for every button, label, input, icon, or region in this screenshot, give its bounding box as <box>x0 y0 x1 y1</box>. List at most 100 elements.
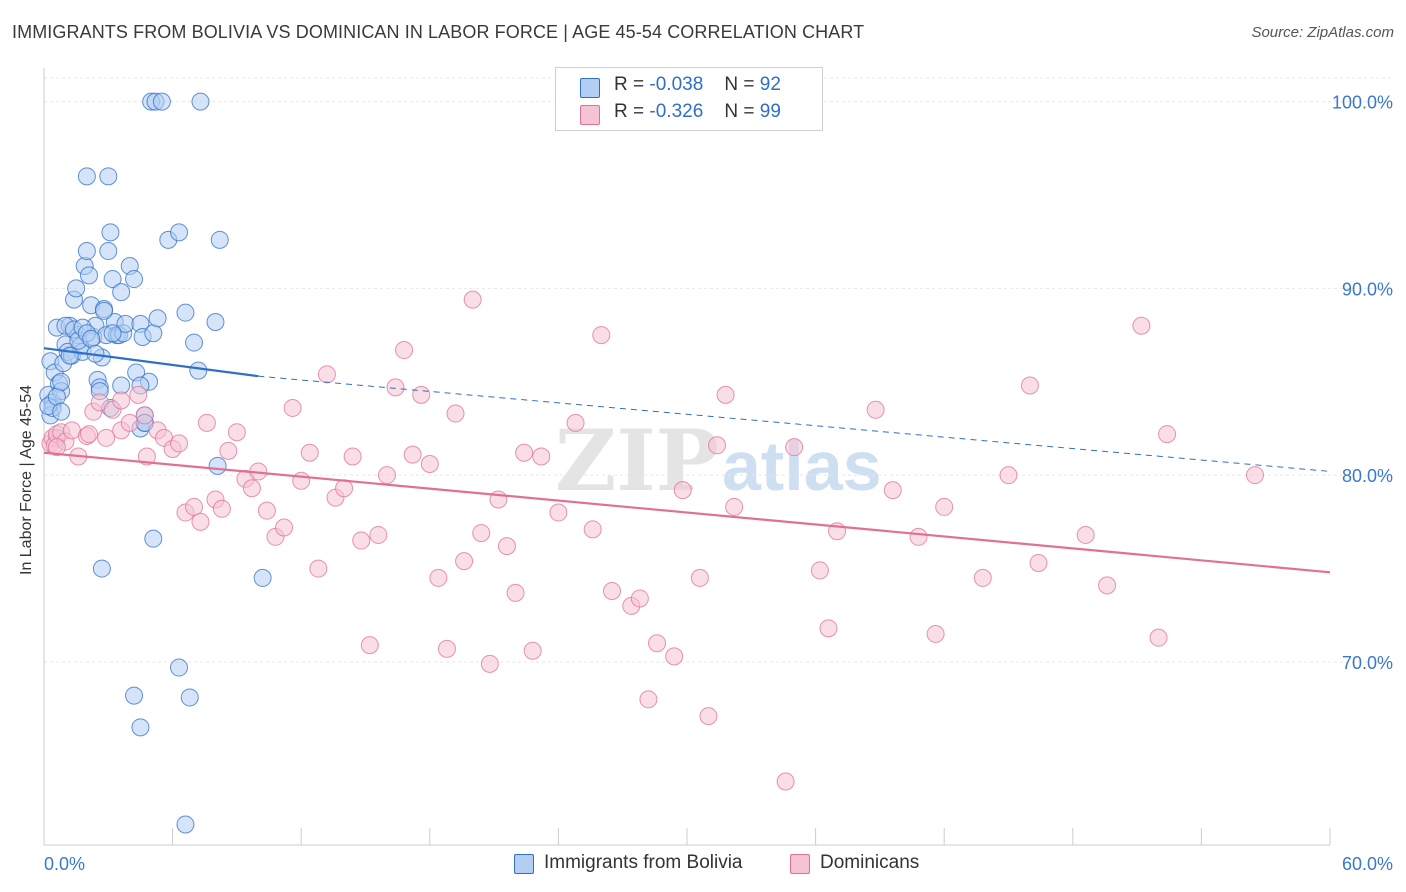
dominicans-point <box>343 447 362 466</box>
source-label: Source: ZipAtlas.com <box>1251 24 1394 41</box>
dominicans-point <box>602 581 621 600</box>
y-tick-label: 80.0% <box>1342 466 1393 486</box>
n-value-bolivia: 92 <box>759 74 781 95</box>
dominicans-point <box>242 479 261 498</box>
bolivia-point <box>125 270 144 289</box>
bolivia-point <box>52 372 71 391</box>
bolivia-point <box>103 324 122 343</box>
bolivia-trend-line-extension <box>258 375 1331 472</box>
dominicans-point <box>515 443 534 462</box>
dominicans-point <box>377 466 396 485</box>
bolivia-point <box>191 92 210 111</box>
bolivia-point <box>103 270 122 289</box>
dominicans-point <box>725 497 744 516</box>
bolivia-point <box>99 242 118 261</box>
r-label: R = <box>614 74 645 95</box>
dominicans-point <box>1020 376 1039 395</box>
bolivia-point <box>210 230 229 249</box>
y-tick-label: 70.0% <box>1342 653 1393 673</box>
dominicans-point <box>97 428 116 447</box>
x-tick-label-min: 0.0% <box>44 854 85 874</box>
bolivia-point <box>95 301 114 320</box>
legend-label-bolivia: Immigrants from Bolivia <box>544 852 743 873</box>
bolivia-point <box>170 658 189 677</box>
dominicans-point <box>1132 316 1151 335</box>
chart-title: IMMIGRANTS FROM BOLIVIA VS DOMINICAN IN … <box>12 22 865 42</box>
x-tick-label-max: 60.0% <box>1342 854 1393 874</box>
dominicans-point <box>866 400 885 419</box>
dominicans-point <box>497 537 516 556</box>
bolivia-point <box>148 309 167 328</box>
dominicans-point <box>292 471 311 490</box>
dominicans-point <box>420 454 439 473</box>
dominicans-point <box>690 568 709 587</box>
dominicans-point <box>80 425 99 444</box>
dominicans-point <box>170 434 189 453</box>
dominicans-point <box>673 481 692 500</box>
dominicans-point <box>566 413 585 432</box>
dominicans-point <box>819 619 838 638</box>
dominicans-point <box>317 365 336 384</box>
dominicans-point <box>776 772 795 791</box>
bolivia-point <box>92 559 111 578</box>
bolivia-point <box>99 167 118 186</box>
bolivia-point <box>101 223 120 242</box>
dominicans-point <box>630 589 649 608</box>
bolivia-legend-swatch <box>514 854 534 874</box>
dominicans-point <box>463 290 482 309</box>
dominicans-point <box>1245 466 1264 485</box>
dominicans-point <box>472 524 491 543</box>
bolivia-point <box>170 223 189 242</box>
dominicans-point <box>639 690 658 709</box>
dominicans-point <box>1149 628 1168 647</box>
dominicans-point <box>532 447 551 466</box>
dominicans-point <box>583 520 602 539</box>
dominicans-point <box>785 438 804 457</box>
dominicans-point <box>437 639 456 658</box>
dominicans-point <box>360 636 379 655</box>
dominicans-point <box>412 385 431 404</box>
r-value-bolivia: -0.038 <box>649 74 704 95</box>
bolivia-point <box>152 92 171 111</box>
dominicans-point <box>386 378 405 397</box>
dominicans-point <box>708 436 727 455</box>
bolivia-point <box>131 718 150 737</box>
dominicans-point <box>212 499 231 518</box>
dominicans-point <box>185 497 204 516</box>
dominicans-point <box>446 404 465 423</box>
n-label: N = <box>724 101 755 122</box>
dominicans-point <box>1029 553 1048 572</box>
bolivia-point <box>77 242 96 261</box>
bolivia-point <box>52 402 71 421</box>
dominicans-point <box>699 707 718 726</box>
bolivia-point <box>176 303 195 322</box>
bolivia-point <box>189 361 208 380</box>
bolivia-trend-line <box>43 347 259 378</box>
dominicans-point <box>999 466 1018 485</box>
n-label: N = <box>724 74 755 95</box>
dominicans-point <box>395 341 414 360</box>
bolivia-point <box>82 329 101 348</box>
dominicans-point <box>549 503 568 522</box>
bolivia-point <box>80 266 99 285</box>
bolivia-point <box>253 568 272 587</box>
bolivia-point <box>144 324 163 343</box>
dominicans-point <box>883 481 902 500</box>
dominicans-point <box>926 624 945 643</box>
dominicans-point <box>137 447 156 466</box>
bolivia-point <box>125 686 144 705</box>
dominicans-point <box>592 326 611 345</box>
dominicans-point <box>257 501 276 520</box>
y-tick-label: 100.0% <box>1332 93 1393 113</box>
bolivia-point <box>112 283 131 302</box>
dominicans-point <box>135 406 154 425</box>
dominicans-point <box>191 512 210 531</box>
dominicans-point <box>227 423 246 442</box>
dominicans-point <box>1158 425 1177 444</box>
r-label: R = <box>614 101 645 122</box>
dominicans-point <box>283 398 302 417</box>
legend-label-dominicans: Dominicans <box>820 852 920 873</box>
dominicans-point <box>47 438 66 457</box>
dominicans-point <box>352 531 371 550</box>
dominicans-point <box>523 641 542 660</box>
